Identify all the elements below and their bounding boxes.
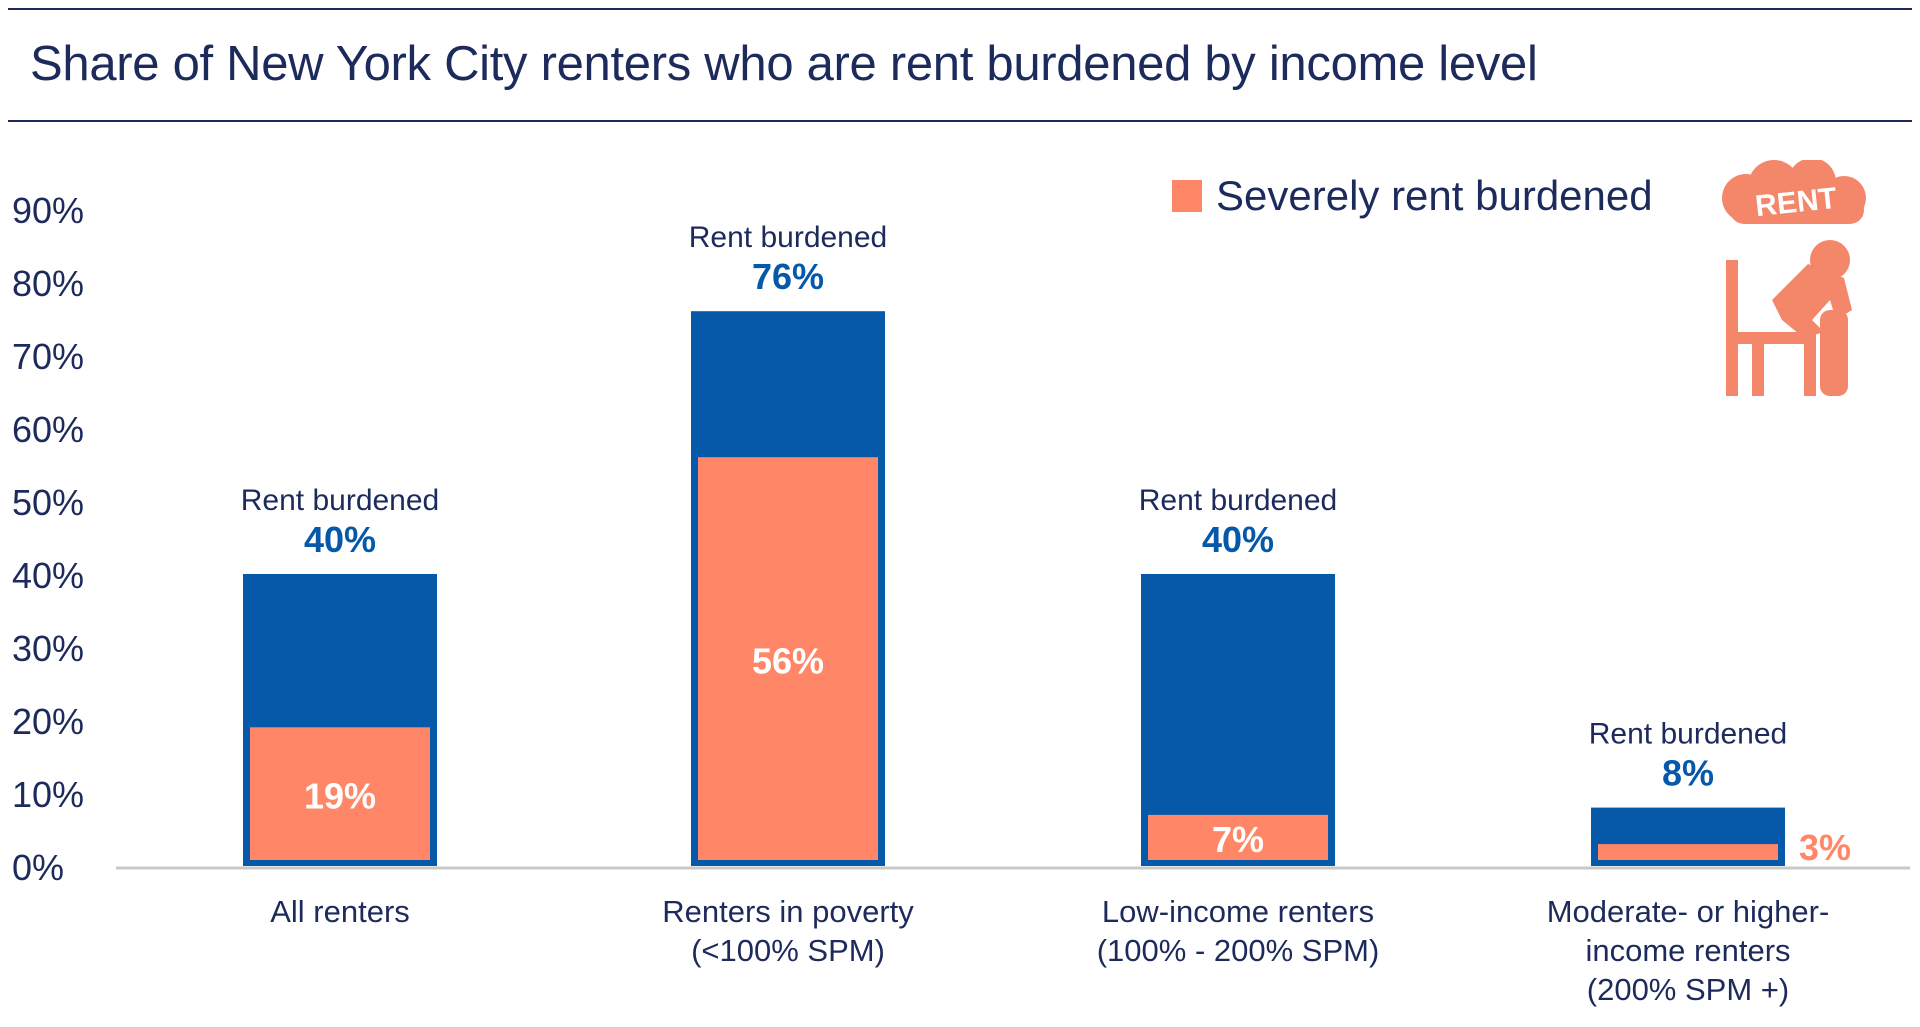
y-tick-label: 30% [12, 628, 84, 669]
y-tick-label: 50% [12, 482, 84, 523]
data-label-severely-rent-burdened: 19% [304, 776, 376, 817]
y-tick-label: 60% [12, 409, 84, 450]
annotation-rent-burdened: Rent burdened [1589, 718, 1788, 751]
annotation-rent-burdened: Rent burdened [241, 484, 440, 517]
x-category-label: All renters [270, 894, 410, 929]
x-category-label: (200% SPM +) [1587, 972, 1789, 1007]
annotation-rent-burdened: Rent burdened [1139, 484, 1338, 517]
y-tick-label: 70% [12, 336, 84, 377]
rent-stress-icon: RENT [1722, 160, 1866, 396]
data-label-severely-rent-burdened: 7% [1212, 819, 1264, 860]
x-category-label: Low-income renters [1102, 894, 1374, 929]
title-rule [8, 120, 1912, 122]
data-label-rent-burdened: 76% [752, 256, 824, 297]
legend-swatch-severely-rent-burdened [1172, 180, 1202, 212]
bar-severely-rent-burdened [250, 727, 430, 860]
x-category-label: (<100% SPM) [691, 933, 885, 968]
y-tick-label: 90% [12, 190, 84, 231]
y-tick-label: 80% [12, 263, 84, 304]
chart-title: Share of New York City renters who are r… [30, 37, 1538, 91]
bar-severely-rent-burdened [1598, 844, 1778, 860]
data-label-severely-rent-burdened: 56% [752, 641, 824, 682]
data-label-rent-burdened: 40% [304, 519, 376, 560]
x-category-label: Moderate- or higher- [1547, 894, 1830, 929]
legend: Severely rent burdened [1172, 172, 1653, 220]
data-label-severely-rent-burdened: 3% [1799, 827, 1851, 868]
x-category-label: (100% - 200% SPM) [1097, 933, 1380, 968]
y-tick-label: 20% [12, 701, 84, 742]
data-label-rent-burdened: 8% [1662, 753, 1714, 794]
top-rule [8, 8, 1912, 10]
data-label-rent-burdened: 40% [1202, 519, 1274, 560]
x-category-label: income renters [1585, 933, 1790, 968]
y-tick-label: 0% [12, 847, 64, 888]
y-tick-label: 10% [12, 774, 84, 815]
x-category-label: Renters in poverty [662, 894, 914, 929]
bar-severely-rent-burdened [698, 457, 878, 860]
annotation-rent-burdened: Rent burdened [689, 221, 888, 254]
bar-severely-rent-burdened [1148, 814, 1328, 860]
y-tick-label: 40% [12, 555, 84, 596]
legend-label-severely-rent-burdened: Severely rent burdened [1216, 172, 1653, 219]
